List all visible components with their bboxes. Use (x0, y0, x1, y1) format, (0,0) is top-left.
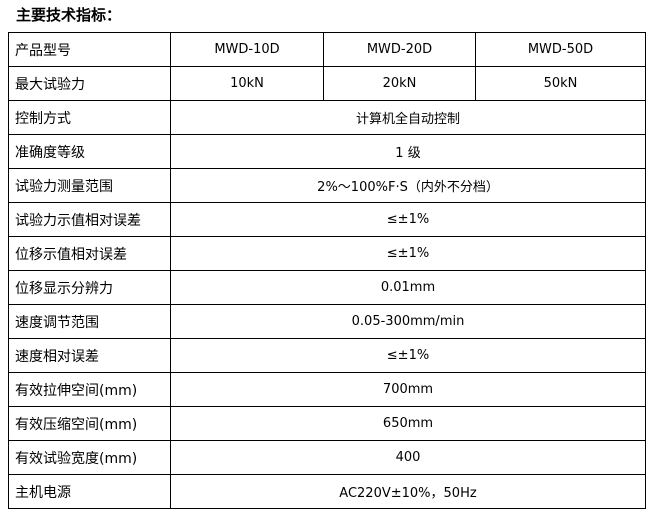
model-cell: MWD-50D (475, 32, 646, 67)
row-label: 准确度等级 (8, 134, 171, 169)
row-label: 位移显示分辨力 (8, 270, 171, 305)
value-cell: ≤±1% (170, 236, 646, 271)
row-label: 有效拉伸空间(mm) (8, 372, 171, 407)
table-row: 有效拉伸空间(mm) 700mm (8, 372, 646, 407)
spec-table: 产品型号 MWD-10D MWD-20D MWD-50D 最大试验力 10kN … (8, 32, 646, 509)
row-label: 有效压缩空间(mm) (8, 406, 171, 441)
value-cell: 650mm (170, 406, 646, 441)
row-label: 速度相对误差 (8, 338, 171, 373)
model-cell: MWD-20D (323, 32, 476, 67)
value-cell: 1 级 (170, 134, 646, 169)
value-cell: 700mm (170, 372, 646, 407)
value-cell: 20kN (323, 66, 476, 101)
row-label: 最大试验力 (8, 66, 171, 101)
row-label: 产品型号 (8, 32, 171, 67)
value-cell: ≤±1% (170, 202, 646, 237)
value-cell: 计算机全自动控制 (170, 100, 646, 135)
table-row: 有效试验宽度(mm) 400 (8, 440, 646, 475)
value-cell: 0.01mm (170, 270, 646, 305)
row-label: 试验力测量范围 (8, 168, 171, 203)
table-row: 试验力测量范围 2%～100%F·S（内外不分档） (8, 168, 646, 203)
table-row: 最大试验力 10kN 20kN 50kN (8, 66, 646, 101)
value-cell: 10kN (170, 66, 324, 101)
table-row: 速度调节范围 0.05-300mm/min (8, 304, 646, 339)
table-row: 主机电源 AC220V±10%，50Hz (8, 474, 646, 509)
table-row: 准确度等级 1 级 (8, 134, 646, 169)
value-cell: 400 (170, 440, 646, 475)
table-row: 控制方式 计算机全自动控制 (8, 100, 646, 135)
table-row: 速度相对误差 ≤±1% (8, 338, 646, 373)
value-cell: 50kN (475, 66, 646, 101)
row-label: 有效试验宽度(mm) (8, 440, 171, 475)
row-label: 位移示值相对误差 (8, 236, 171, 271)
value-cell: ≤±1% (170, 338, 646, 373)
model-cell: MWD-10D (170, 32, 324, 67)
table-row: 位移显示分辨力 0.01mm (8, 270, 646, 305)
row-label: 速度调节范围 (8, 304, 171, 339)
section-title: 主要技术指标： (16, 6, 122, 24)
value-cell: AC220V±10%，50Hz (170, 474, 646, 509)
table-row: 有效压缩空间(mm) 650mm (8, 406, 646, 441)
table-row: 产品型号 MWD-10D MWD-20D MWD-50D (8, 32, 646, 67)
row-label: 控制方式 (8, 100, 171, 135)
row-label: 试验力示值相对误差 (8, 202, 171, 237)
value-cell: 0.05-300mm/min (170, 304, 646, 339)
value-cell: 2%～100%F·S（内外不分档） (170, 168, 646, 203)
table-row: 试验力示值相对误差 ≤±1% (8, 202, 646, 237)
row-label: 主机电源 (8, 474, 171, 509)
table-row: 位移示值相对误差 ≤±1% (8, 236, 646, 271)
